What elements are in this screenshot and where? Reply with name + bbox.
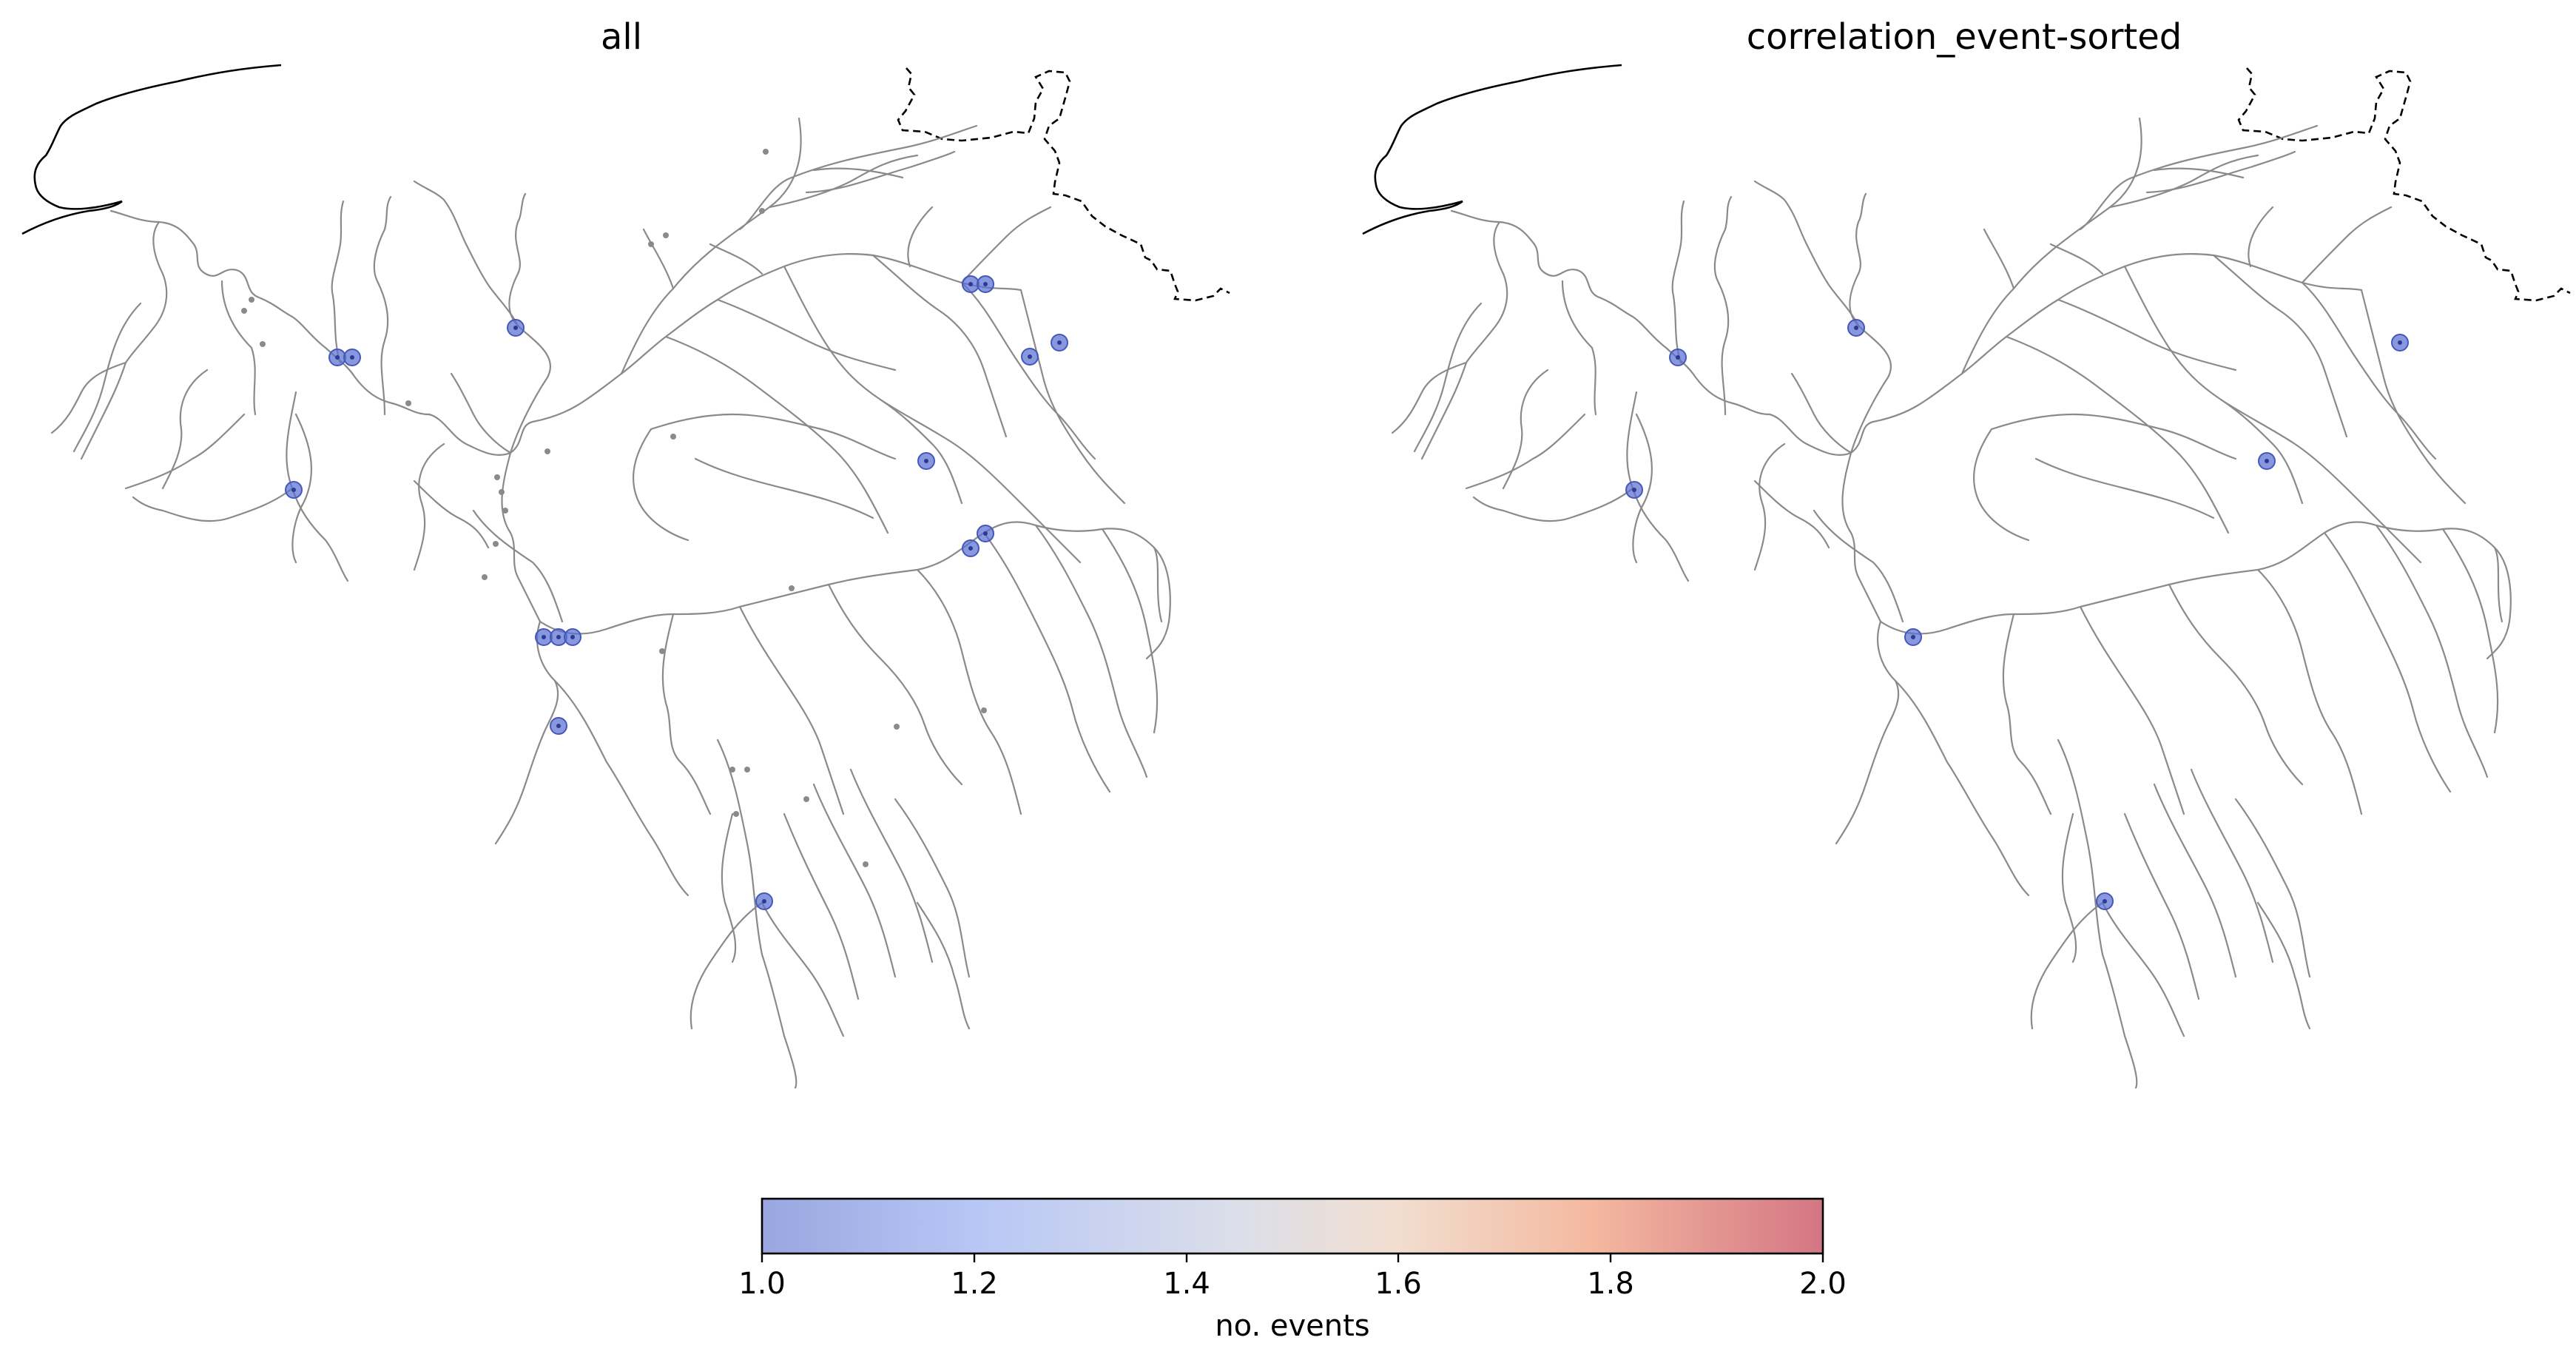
- event-marker[interactable]: [962, 275, 980, 293]
- event-marker[interactable]: [755, 892, 773, 910]
- event-marker[interactable]: [2391, 334, 2409, 351]
- river-network: [21, 64, 1231, 1089]
- panel-title: correlation_event-sorted: [1747, 16, 2182, 58]
- colorbar-gradient: [761, 1197, 1824, 1255]
- event-marker[interactable]: [917, 452, 935, 470]
- event-marker[interactable]: [1847, 319, 1865, 337]
- event-marker[interactable]: [1021, 348, 1039, 366]
- map-panel-all: all: [21, 16, 1231, 1089]
- event-marker[interactable]: [507, 319, 525, 337]
- event-marker[interactable]: [1904, 628, 1922, 646]
- event-marker[interactable]: [328, 349, 346, 366]
- event-markers: [1625, 319, 2409, 910]
- map-panel-correlation-event-sorted: correlation_event-sorted: [1361, 16, 2572, 1089]
- event-marker[interactable]: [343, 349, 361, 366]
- colorbar-tick-label: 1.2: [951, 1267, 998, 1301]
- colorbar-tick-label: 1.4: [1163, 1267, 1210, 1301]
- event-marker[interactable]: [2096, 892, 2114, 910]
- event-marker[interactable]: [564, 628, 581, 646]
- colorbar-tick-label: 1.8: [1587, 1267, 1634, 1301]
- colorbar-label: no. events: [1215, 1309, 1369, 1343]
- colorbar-tick-label: 1.6: [1375, 1267, 1422, 1301]
- event-marker[interactable]: [1051, 334, 1068, 351]
- event-markers: [285, 275, 1068, 910]
- colorbar-tick-label: 1.0: [738, 1267, 786, 1301]
- colorbar: 1.0 1.2 1.4 1.6 1.8 2.0 no. events: [738, 1197, 1847, 1343]
- event-marker[interactable]: [535, 628, 553, 646]
- panel-title: all: [601, 16, 642, 58]
- event-marker[interactable]: [1625, 481, 1643, 499]
- event-marker[interactable]: [285, 481, 303, 499]
- event-marker[interactable]: [962, 539, 980, 557]
- river-network: [1361, 64, 2572, 1089]
- event-marker[interactable]: [2258, 452, 2276, 470]
- event-marker[interactable]: [550, 717, 567, 735]
- colorbar-ticks: [761, 1253, 1824, 1262]
- colorbar-tick-label: 2.0: [1799, 1267, 1847, 1301]
- event-marker[interactable]: [1669, 349, 1687, 366]
- event-marker[interactable]: [977, 275, 994, 293]
- event-marker[interactable]: [977, 525, 994, 542]
